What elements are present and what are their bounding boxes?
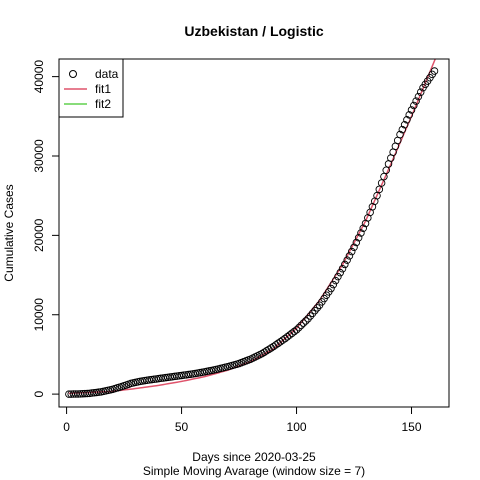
data-point (297, 321, 305, 330)
data-point (292, 326, 301, 334)
data-point (345, 252, 354, 260)
data-point (331, 276, 340, 285)
data-point (336, 268, 344, 277)
data-point (187, 370, 195, 378)
legend-box (58, 58, 124, 118)
series-line-fit1 (68, 59, 437, 395)
data-point (338, 264, 347, 273)
data-point (295, 323, 303, 332)
data-point (405, 111, 413, 119)
data-point (92, 388, 101, 397)
data-point (347, 247, 356, 256)
data-point (416, 88, 425, 96)
x-axis: 0 50 100 150 (63, 406, 422, 434)
y-axis: 0 10000 20000 30000 40000 (32, 60, 60, 397)
y-tick-label: 20000 (32, 218, 46, 252)
data-point (380, 172, 388, 181)
legend-data-label: data (95, 67, 119, 81)
data-point (403, 116, 411, 124)
legend-data-symbol (69, 70, 77, 78)
data-point (377, 179, 386, 187)
data-point (95, 388, 103, 396)
data-point (341, 260, 349, 269)
data-point (382, 166, 390, 175)
data-point (308, 309, 317, 318)
data-point (410, 101, 418, 110)
data-point (352, 238, 361, 247)
y-tick-label: 30000 (32, 139, 46, 173)
data-point (327, 284, 335, 293)
data-point (400, 120, 409, 129)
data-point (412, 97, 420, 105)
data-point (430, 67, 439, 75)
data-point (329, 280, 338, 289)
x-tick-label: 50 (175, 420, 189, 434)
data-point (301, 317, 310, 325)
x-tick-label: 0 (63, 420, 70, 434)
data-point (306, 312, 315, 320)
data-point (311, 306, 319, 315)
data-point (290, 327, 298, 336)
chart-title: Uzbekistan / Logistic (184, 23, 323, 39)
chart-subtitle: Simple Moving Avarage (window size = 7) (143, 464, 365, 478)
legend-fit2-label: fit2 (95, 97, 111, 111)
x-tick-label: 100 (287, 420, 307, 434)
data-point (343, 256, 351, 264)
data-point (354, 233, 363, 242)
series-group (65, 59, 439, 398)
data-point (407, 106, 416, 114)
data-point (357, 229, 365, 237)
data-point (304, 314, 312, 323)
legend: data fit1 fit2 (58, 58, 124, 118)
y-axis-label: Cumulative Cases (2, 184, 16, 281)
y-tick-label: 40000 (32, 60, 46, 94)
data-point (350, 243, 358, 252)
data-point (373, 191, 381, 200)
data-point (299, 319, 308, 327)
x-tick-label: 150 (402, 420, 422, 434)
x-axis-label: Days since 2020-03-25 (192, 450, 316, 464)
data-point (334, 272, 342, 281)
data-point (414, 92, 423, 101)
series-points-data (65, 67, 439, 398)
data-point (313, 304, 321, 312)
data-point (375, 185, 384, 194)
y-tick-label: 0 (32, 390, 46, 397)
y-tick-label: 10000 (32, 298, 46, 332)
data-point (359, 224, 367, 232)
plot-area (65, 59, 439, 398)
data-point (396, 130, 404, 139)
data-point (398, 125, 407, 134)
legend-fit1-label: fit1 (95, 82, 111, 96)
